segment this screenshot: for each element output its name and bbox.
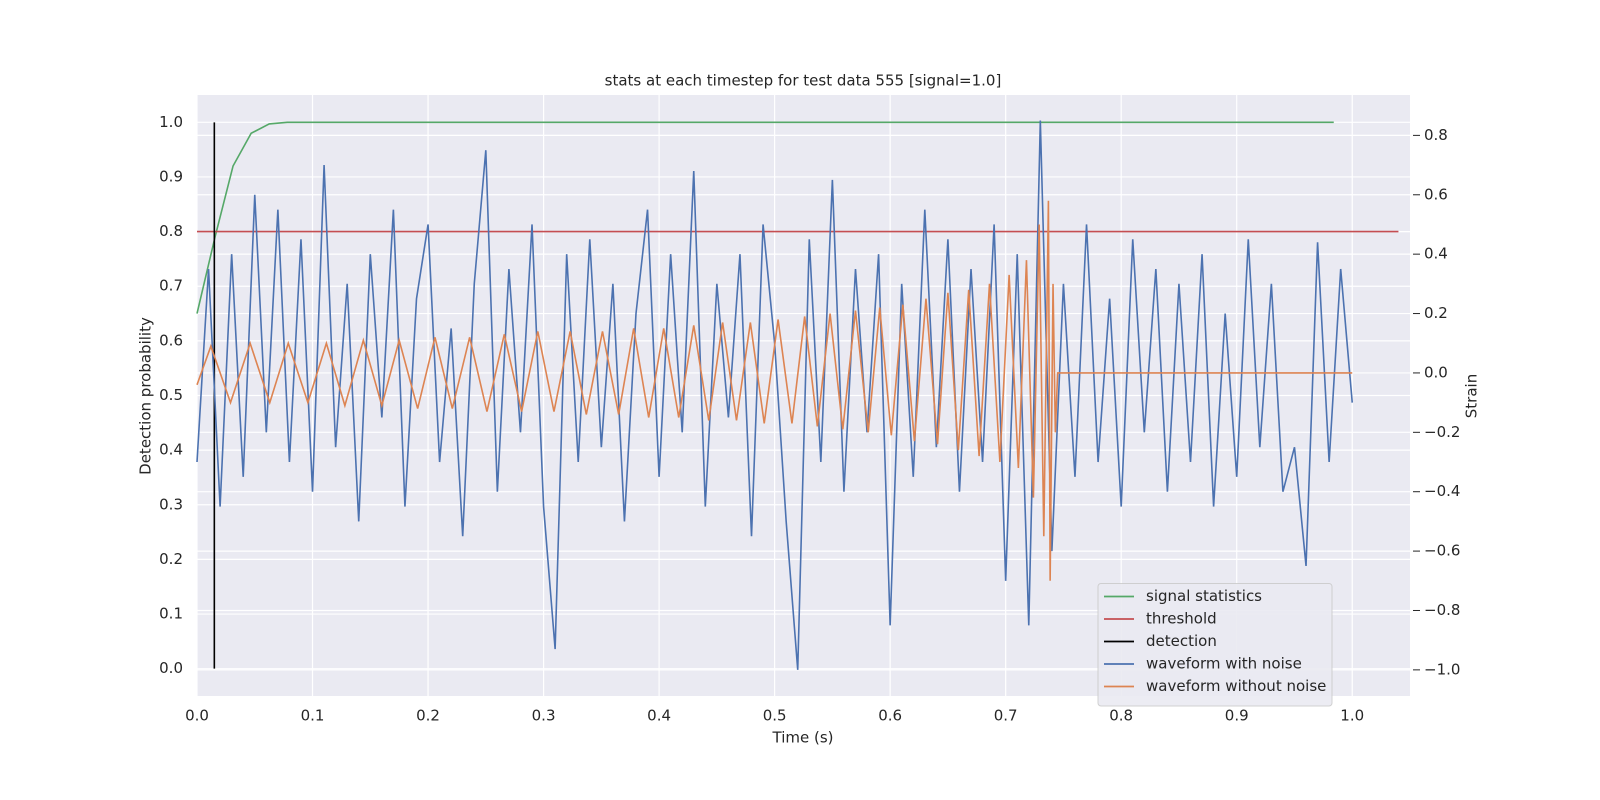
y2-tick-label: −0.8 bbox=[1424, 601, 1460, 619]
legend-label: waveform without noise bbox=[1146, 677, 1326, 695]
y-tick-label: 0.1 bbox=[159, 605, 183, 623]
y2-tick-label: −0.4 bbox=[1424, 482, 1460, 500]
y-tick-label: 0.6 bbox=[159, 331, 183, 349]
series-line bbox=[196, 200, 1353, 581]
y2-tick-label: 0.8 bbox=[1424, 126, 1448, 144]
x-axis-label: Time (s) bbox=[772, 729, 834, 747]
x-tick-label: 0.9 bbox=[1225, 707, 1249, 725]
y2-axis-label: Strain bbox=[1463, 374, 1481, 418]
legend-label: signal statistics bbox=[1146, 587, 1262, 605]
y-tick-label: 1.0 bbox=[159, 113, 183, 131]
x-tick-label: 0.8 bbox=[1109, 707, 1133, 725]
x-tick-label: 0.1 bbox=[301, 707, 325, 725]
x-tick-label: 0.7 bbox=[994, 707, 1018, 725]
y-tick-label: 0.2 bbox=[159, 550, 183, 568]
y-tick-label: 0.4 bbox=[159, 441, 183, 459]
x-tick-label: 0.6 bbox=[878, 707, 902, 725]
x-tick-label: 1.0 bbox=[1340, 707, 1364, 725]
legend-label: detection bbox=[1146, 632, 1217, 650]
x-tick-label: 0.4 bbox=[647, 707, 671, 725]
x-tick-label: 0.2 bbox=[416, 707, 440, 725]
y-tick-label: 0.3 bbox=[159, 495, 183, 513]
x-tick-label: 0.3 bbox=[532, 707, 556, 725]
y-axis-label: Detection probability bbox=[137, 317, 155, 475]
y2-tick-label: 0.0 bbox=[1424, 363, 1448, 381]
y-tick-label: 0.0 bbox=[159, 659, 183, 677]
y2-tick-label: 0.2 bbox=[1424, 304, 1448, 322]
y2-tick-label: −0.6 bbox=[1424, 542, 1460, 560]
y-tick-label: 0.5 bbox=[159, 386, 183, 404]
y2-tick-label: −1.0 bbox=[1424, 660, 1460, 678]
x-tick-label: 0.0 bbox=[185, 707, 209, 725]
y-tick-label: 0.8 bbox=[159, 222, 183, 240]
y-tick-label: 0.9 bbox=[159, 167, 183, 185]
labels: 0.0 0.1 0.2 0.3 0.4 0.5 0.6 0.7 0.8 0.9 1.0 0.0 0.1 0… bbox=[159, 113, 1460, 725]
legend-label: threshold bbox=[1146, 610, 1217, 628]
legend-label: waveform with noise bbox=[1146, 655, 1302, 673]
y2-tick-label: 0.4 bbox=[1424, 245, 1448, 263]
y-tick-label: 0.7 bbox=[159, 277, 183, 295]
chart-title: stats at each timestep for test data 555… bbox=[605, 72, 1002, 90]
series-line bbox=[196, 121, 1334, 314]
x-tick-label: 0.5 bbox=[763, 707, 787, 725]
legend: signal statistics threshold detection wavef… bbox=[1097, 583, 1333, 707]
lines bbox=[196, 120, 1399, 670]
y2-tick-label: 0.6 bbox=[1424, 185, 1448, 203]
legend-box bbox=[1097, 583, 1333, 707]
y2-tick-label: −0.2 bbox=[1424, 423, 1460, 441]
